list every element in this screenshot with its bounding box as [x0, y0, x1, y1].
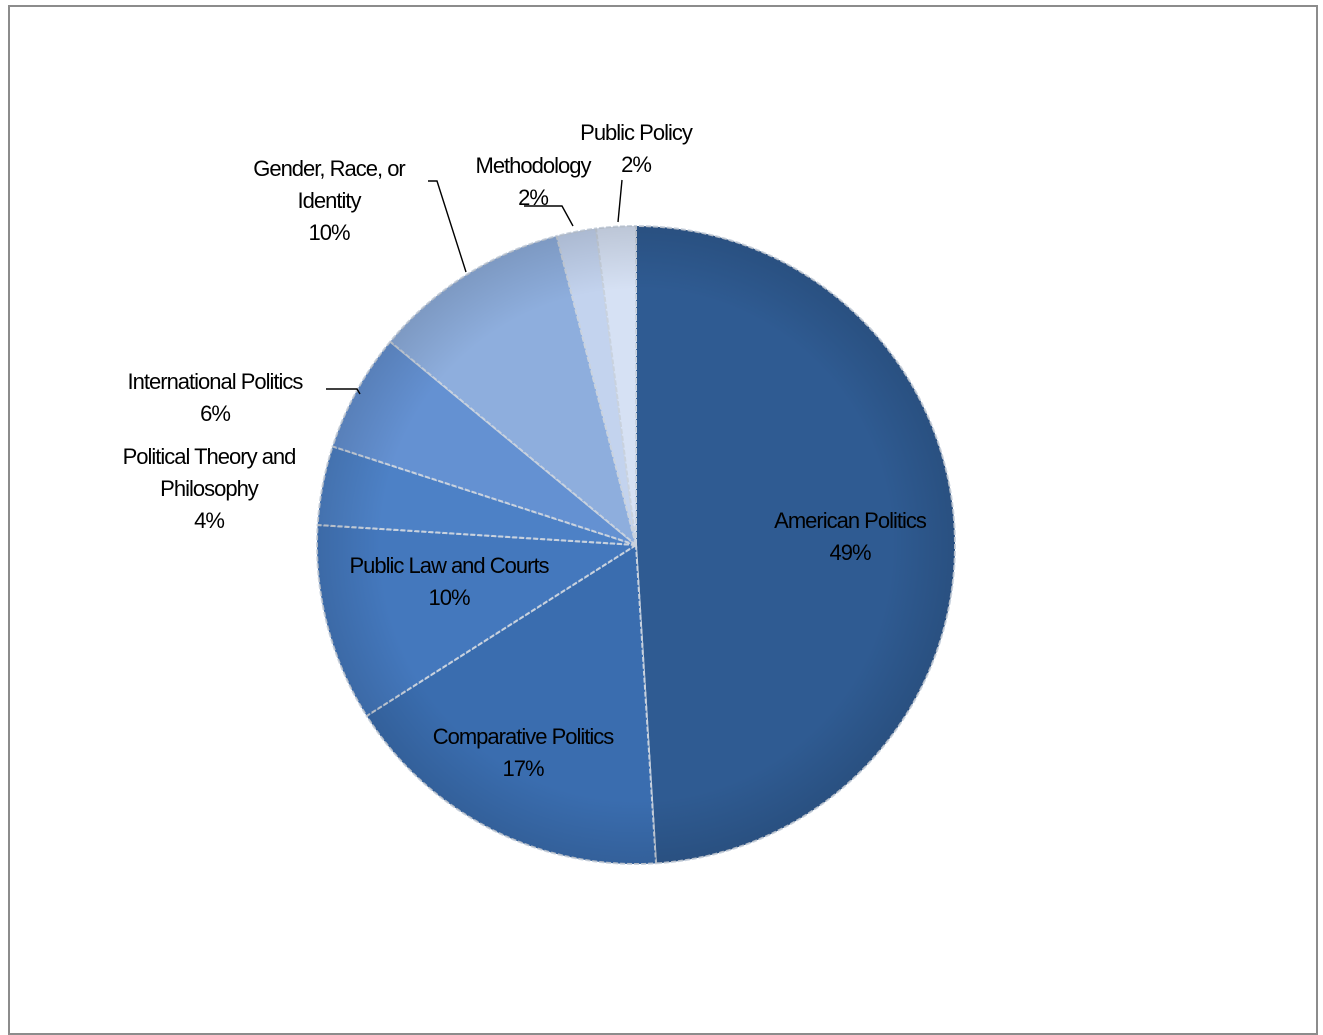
data-label-comparative-politics: Comparative Politics 17% [433, 724, 615, 781]
data-label-international-politics: International Politics 6% [128, 369, 304, 426]
data-label-public-law-and-courts: Public Law and Courts 10% [349, 553, 549, 610]
data-label-gender-race-or-identity: Gender, Race, or Identity 10% [253, 156, 405, 245]
leader-line-international-politics [326, 388, 361, 395]
pie-slice-american-politics [635, 224, 956, 865]
data-label-public-policy: Public Policy 2% [580, 120, 693, 177]
leader-line-methodology [524, 205, 574, 227]
leader-line-gender-race-or-identity [428, 180, 467, 273]
data-label-political-theory-and-philosophy: Political Theory and Philosophy 4% [123, 444, 296, 533]
data-label-american-politics: American Politics 49% [774, 508, 927, 565]
leader-line-public-policy [617, 179, 623, 223]
data-label-methodology: Methodology 2% [476, 153, 592, 210]
